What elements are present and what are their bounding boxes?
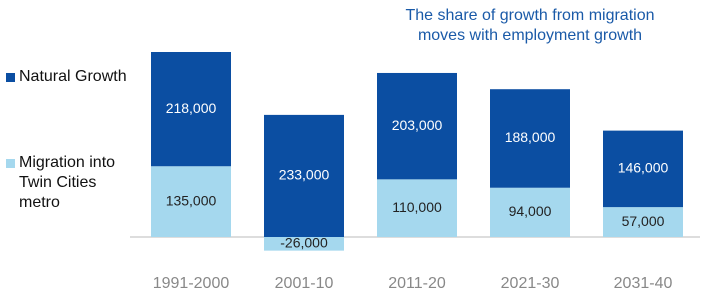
legend-swatch: [6, 159, 15, 168]
legend-item: Migration into Twin Cities metro: [6, 153, 139, 213]
bar-segment: [151, 166, 231, 237]
bar-segment: [264, 114, 344, 237]
value-label: -26,000: [280, 235, 328, 251]
bar-segment: [264, 237, 344, 251]
legend-swatch: [6, 73, 15, 82]
legend-label: Natural Growth: [19, 68, 127, 85]
bar-segment: [603, 207, 683, 237]
x-tick-label: 1991-2000: [153, 275, 230, 292]
x-tick-label: 2021-30: [501, 275, 560, 292]
bar-segment: [377, 179, 457, 237]
value-label: 57,000: [622, 213, 665, 229]
bar-segment: [151, 52, 231, 167]
value-label: 203,000: [392, 117, 443, 133]
legend-label: Migration into Twin Cities metro: [19, 154, 116, 211]
bar-segment: [603, 130, 683, 208]
value-label: 146,000: [618, 160, 669, 176]
value-label: 218,000: [166, 100, 217, 116]
bar-segment: [490, 89, 570, 188]
x-tick-label: 2031-40: [614, 275, 673, 292]
x-tick-label: 2001-10: [275, 275, 334, 292]
value-label: 110,000: [392, 199, 442, 215]
bar-segment: [377, 72, 457, 180]
value-label: 188,000: [505, 129, 556, 145]
value-label: 233,000: [279, 167, 330, 183]
x-tick-label: 2011-20: [388, 275, 446, 292]
bar-segment: [490, 187, 570, 237]
chart-title: The share of growth from migration moves…: [405, 7, 655, 44]
value-label: 94,000: [509, 203, 552, 219]
legend-item: Natural Growth: [6, 67, 139, 87]
value-label: 135,000: [166, 192, 217, 208]
